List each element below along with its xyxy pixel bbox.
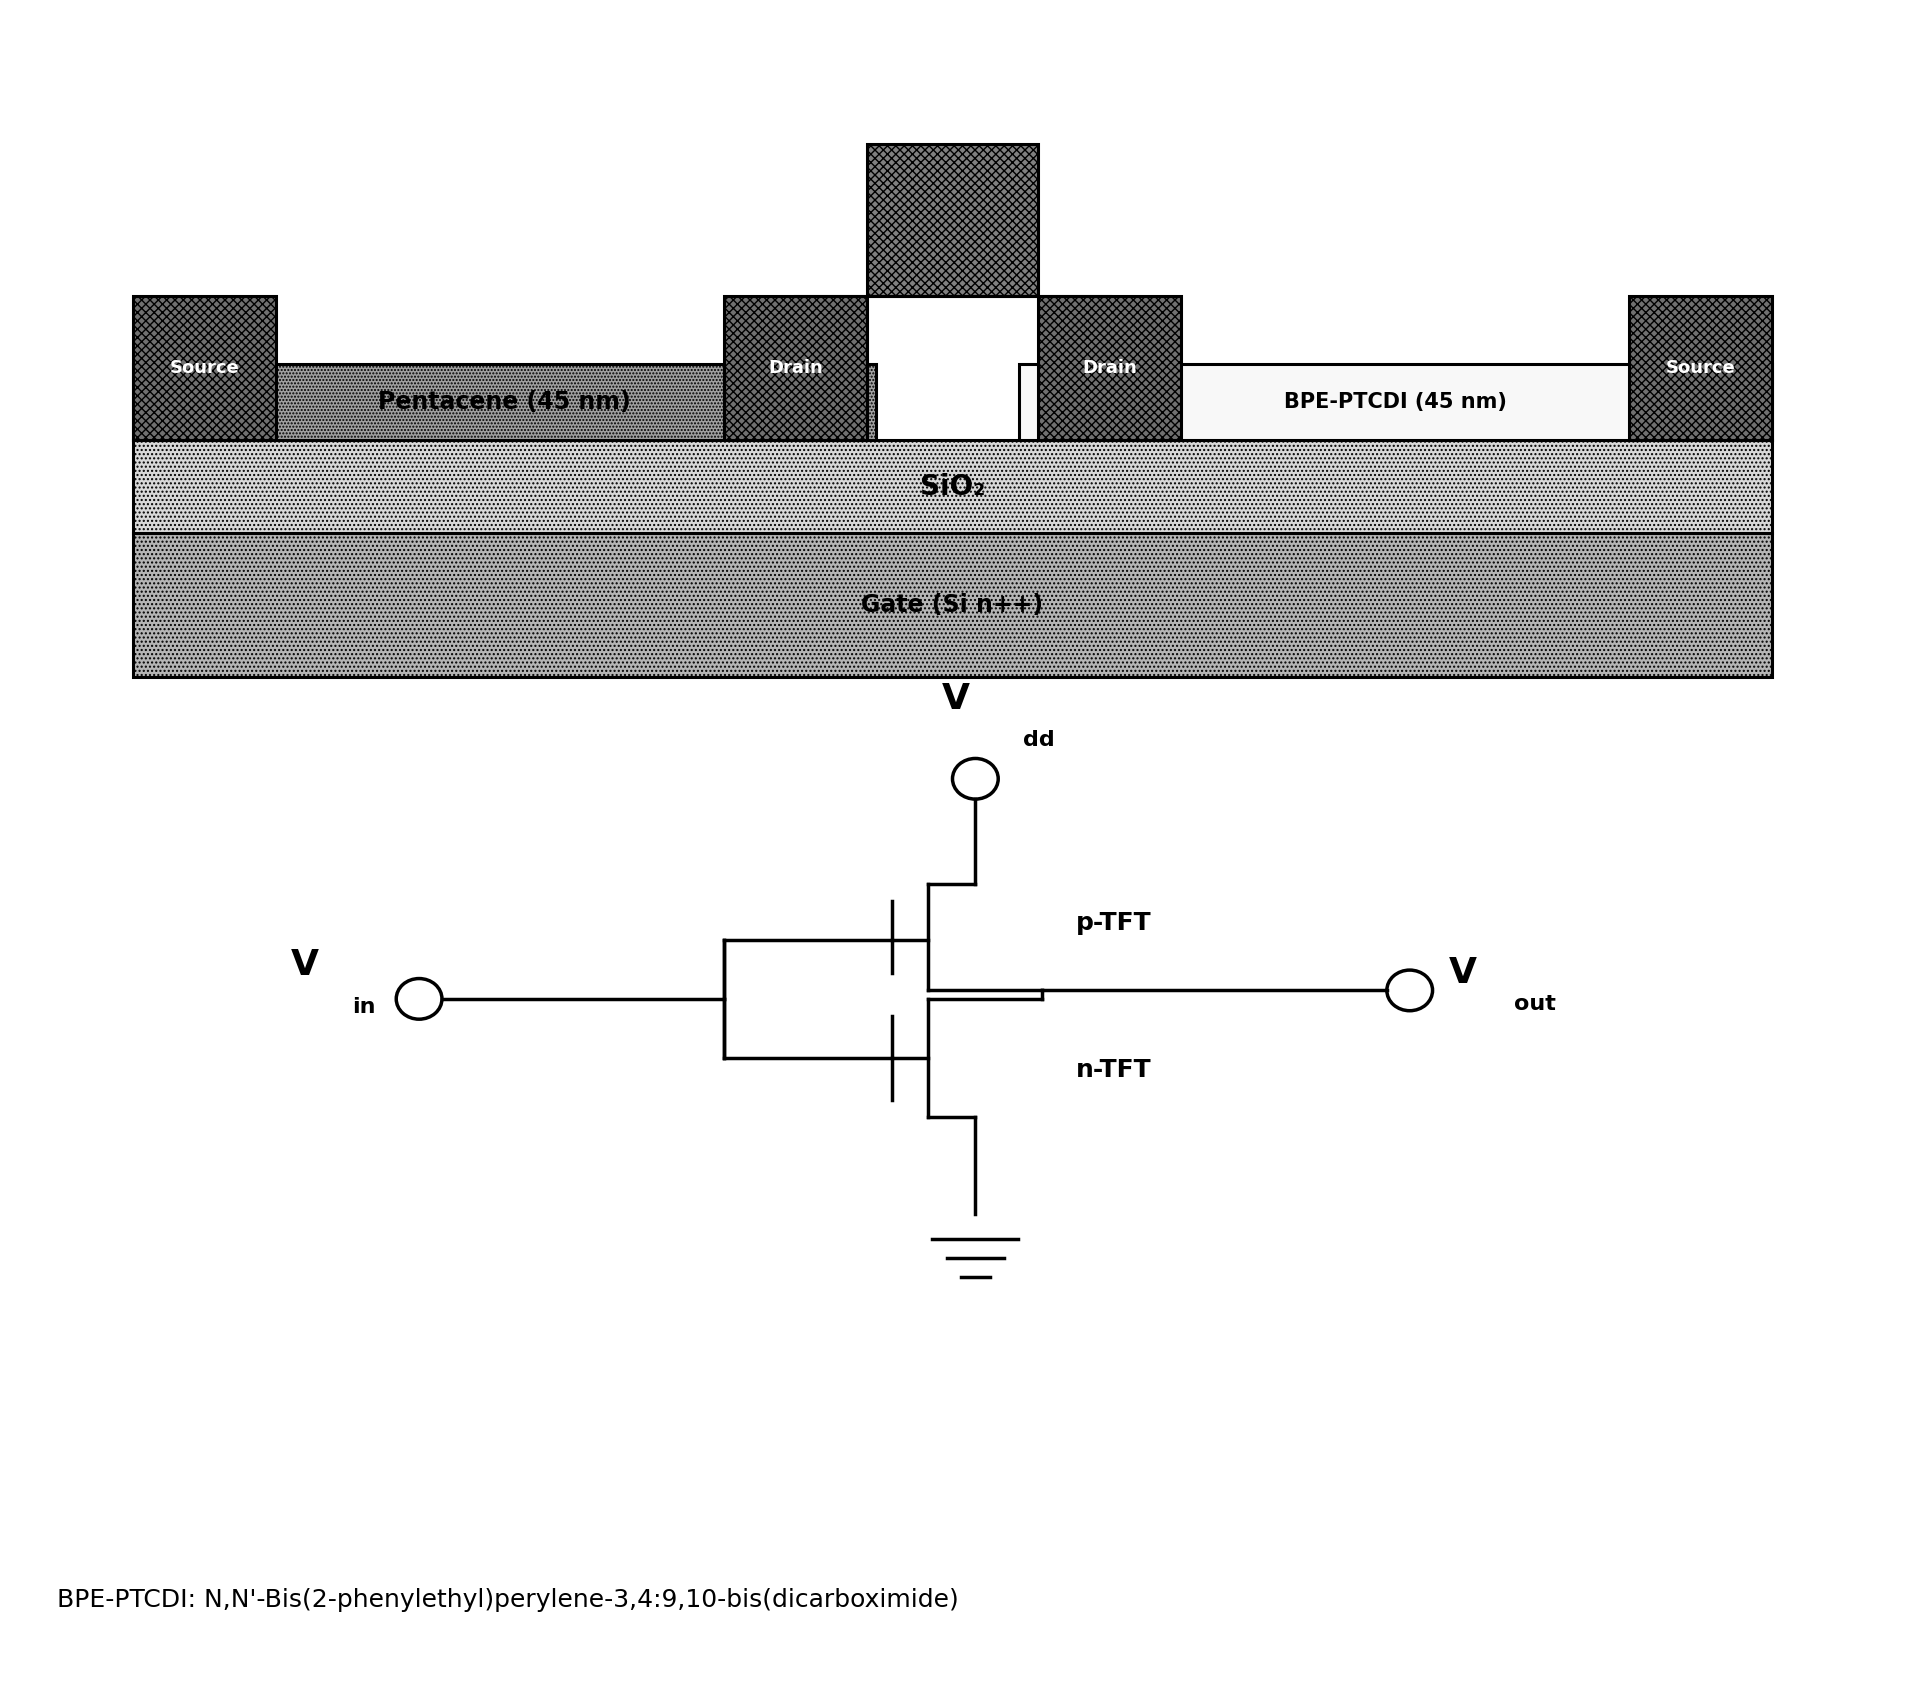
Bar [133,296,276,440]
Text: $\mathbf{V}$: $\mathbf{V}$ [290,948,320,982]
Bar [1629,296,1772,440]
Bar [1019,364,1772,440]
Text: out: out [1514,994,1556,1014]
Bar [133,440,1772,533]
Bar [133,440,1772,533]
Text: Drain: Drain [1082,359,1137,378]
Bar [1629,296,1772,440]
Text: SiO₂: SiO₂ [920,472,985,501]
Bar [1038,296,1181,440]
Text: $\mathbf{V}$: $\mathbf{V}$ [941,682,972,716]
Bar [724,296,867,440]
Text: Pentacene (45 nm): Pentacene (45 nm) [379,389,631,415]
Text: dd: dd [1023,730,1055,750]
Text: BPE-PTCDI: N,N'-Bis(2-phenylethyl)perylene-3,4:9,10-bis(dicarboximide): BPE-PTCDI: N,N'-Bis(2-phenylethyl)peryle… [57,1588,958,1612]
Text: in: in [352,997,375,1017]
Bar [867,144,1038,296]
Bar [133,533,1772,677]
Bar [724,296,867,440]
Bar [133,296,276,440]
Text: Drain: Drain [768,359,823,378]
Text: Source: Source [1665,359,1735,378]
Bar [133,364,876,440]
Text: Source: Source [170,359,240,378]
Bar [867,144,1038,296]
Bar [133,533,1772,677]
Text: n-TFT: n-TFT [1076,1058,1153,1082]
Text: $\mathbf{V}$: $\mathbf{V}$ [1448,957,1478,990]
Bar [1038,296,1181,440]
Text: p-TFT: p-TFT [1076,911,1153,935]
Bar [133,364,876,440]
Text: Gate (Si n++): Gate (Si n++) [861,593,1044,618]
Text: BPE-PTCDI (45 nm): BPE-PTCDI (45 nm) [1284,393,1507,411]
